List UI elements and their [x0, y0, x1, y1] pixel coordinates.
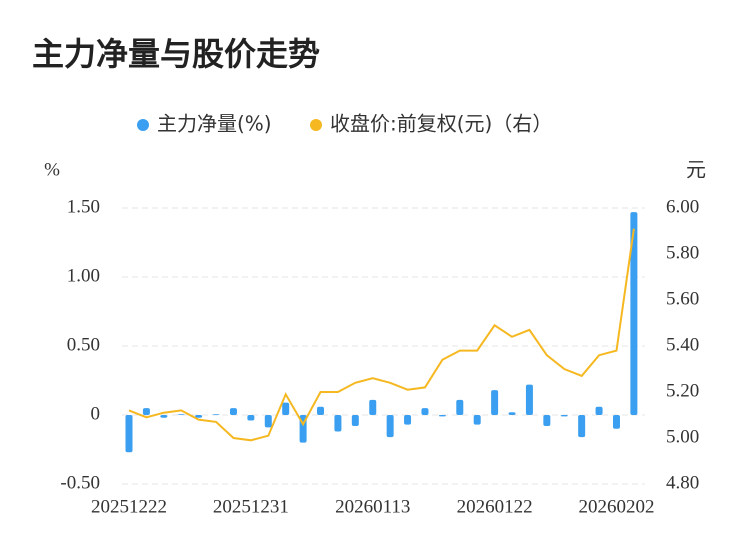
- bar: [578, 415, 586, 438]
- bar: [560, 415, 568, 417]
- x-tick-label: 20260202: [578, 496, 654, 517]
- bar: [195, 415, 203, 418]
- x-tick-label: 20260113: [335, 496, 410, 517]
- y2-tick-label: 5.60: [666, 288, 699, 309]
- bar: [543, 415, 551, 427]
- y-tick-label: 1.00: [67, 265, 100, 286]
- bar: [177, 414, 185, 415]
- y2-tick-label: 6.00: [666, 196, 699, 217]
- y2-tick-label: 4.80: [666, 472, 699, 493]
- bar: [125, 415, 133, 453]
- bar: [421, 408, 429, 415]
- bar: [612, 415, 620, 429]
- bar: [404, 415, 412, 425]
- bar: [264, 415, 272, 428]
- bar: [595, 406, 603, 415]
- bar: [160, 415, 168, 418]
- y-tick-label: 1.50: [67, 196, 100, 217]
- y2-tick-label: 5.80: [666, 242, 699, 263]
- y-tick-label: -0.50: [60, 472, 100, 493]
- bar: [456, 399, 464, 415]
- y2-tick-label: 5.20: [666, 380, 699, 401]
- bar: [229, 408, 237, 415]
- bar: [438, 415, 446, 417]
- x-tick-label: 20251222: [91, 496, 167, 517]
- y2-axis-label: 元: [686, 158, 706, 182]
- bar: [508, 412, 516, 415]
- bar: [473, 415, 481, 425]
- y-tick-label: 0.50: [67, 334, 100, 355]
- bar: [247, 415, 255, 421]
- legend-label: 收盘价:前复权(元)（右）: [330, 112, 552, 136]
- bar: [525, 384, 533, 415]
- bar: [351, 415, 359, 427]
- bar: [282, 402, 290, 415]
- bar: [212, 414, 220, 415]
- legend-marker: [137, 119, 149, 131]
- legend-marker: [310, 119, 322, 131]
- legend-label: 主力净量(%): [157, 112, 272, 136]
- line: [128, 228, 635, 442]
- bar: [386, 415, 394, 438]
- bar: [491, 390, 499, 415]
- y2-tick-label: 5.40: [666, 334, 699, 355]
- x-tick-label: 20260122: [457, 496, 533, 517]
- bar: [369, 399, 377, 415]
- y-tick-label: 0: [91, 403, 101, 424]
- chart-title: 主力净量与股价走势: [32, 35, 320, 73]
- x-tick-label: 20251231: [213, 496, 289, 517]
- bar: [142, 408, 150, 415]
- bar: [630, 212, 638, 415]
- y2-tick-label: 5.00: [666, 426, 699, 447]
- bar: [317, 406, 325, 415]
- y-axis-label: %: [44, 159, 60, 180]
- bar: [334, 415, 342, 432]
